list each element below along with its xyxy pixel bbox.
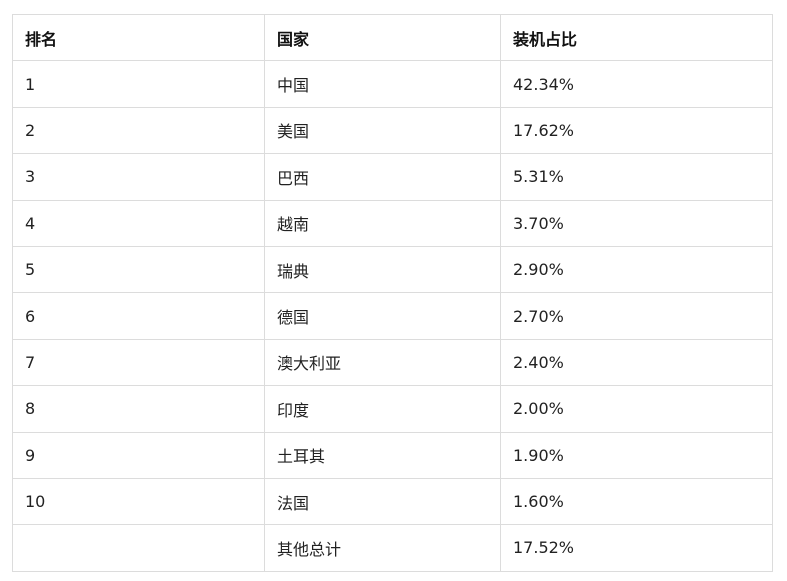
table-row: 8 印度 2.00% — [12, 385, 773, 433]
country-cell: 中国 — [264, 60, 501, 108]
share-cell: 2.90% — [500, 245, 773, 294]
share-cell: 17.62% — [500, 106, 773, 155]
country-cell: 澳大利亚 — [264, 338, 501, 387]
header-country: 国家 — [264, 13, 501, 62]
table-row: 5 瑞典 2.90% — [12, 245, 773, 294]
table-row: 4 越南 3.70% — [12, 199, 773, 247]
table-row: 2 美国 17.62% — [12, 106, 773, 155]
rank-cell: 6 — [12, 292, 265, 340]
country-cell: 土耳其 — [264, 431, 501, 479]
rank-cell: 3 — [12, 153, 265, 201]
rank-cell: 7 — [12, 338, 265, 387]
share-cell: 2.40% — [500, 338, 773, 387]
rank-cell — [12, 524, 265, 572]
country-cell: 越南 — [264, 199, 501, 247]
rank-cell: 10 — [12, 477, 265, 526]
share-cell: 2.00% — [500, 385, 773, 433]
share-cell: 1.60% — [500, 477, 773, 526]
table-row: 10 法国 1.60% — [12, 477, 773, 526]
rank-cell: 1 — [12, 60, 265, 108]
ranking-table: 排名 国家 装机占比 1 中国 42.34% 2 美国 17.62% 3 巴西 5.31% 4 越南… — [12, 13, 773, 572]
country-cell: 美国 — [264, 106, 501, 155]
share-cell: 2.70% — [500, 292, 773, 340]
country-cell: 印度 — [264, 385, 501, 433]
country-cell: 法国 — [264, 477, 501, 526]
share-cell: 1.90% — [500, 431, 773, 479]
rank-cell: 9 — [12, 431, 265, 479]
share-cell: 42.34% — [500, 60, 773, 108]
table-row: 9 土耳其 1.90% — [12, 431, 773, 479]
share-cell: 17.52% — [500, 524, 773, 572]
country-cell: 瑞典 — [264, 245, 501, 294]
share-cell: 5.31% — [500, 153, 773, 201]
table-row: 7 澳大利亚 2.40% — [12, 338, 773, 387]
table-row: 1 中国 42.34% — [12, 60, 773, 108]
table-row: 其他总计 17.52% — [12, 524, 773, 572]
table-row: 6 德国 2.70% — [12, 292, 773, 340]
country-cell: 德国 — [264, 292, 501, 340]
header-share: 装机占比 — [500, 13, 773, 62]
rank-cell: 4 — [12, 199, 265, 247]
table-row: 3 巴西 5.31% — [12, 153, 773, 201]
rank-cell: 5 — [12, 245, 265, 294]
country-cell: 其他总计 — [264, 524, 501, 572]
share-cell: 3.70% — [500, 199, 773, 247]
rank-cell: 2 — [12, 106, 265, 155]
rank-cell: 8 — [12, 385, 265, 433]
country-cell: 巴西 — [264, 153, 501, 201]
header-rank: 排名 — [12, 13, 265, 62]
header-row: 排名 国家 装机占比 — [12, 13, 773, 62]
